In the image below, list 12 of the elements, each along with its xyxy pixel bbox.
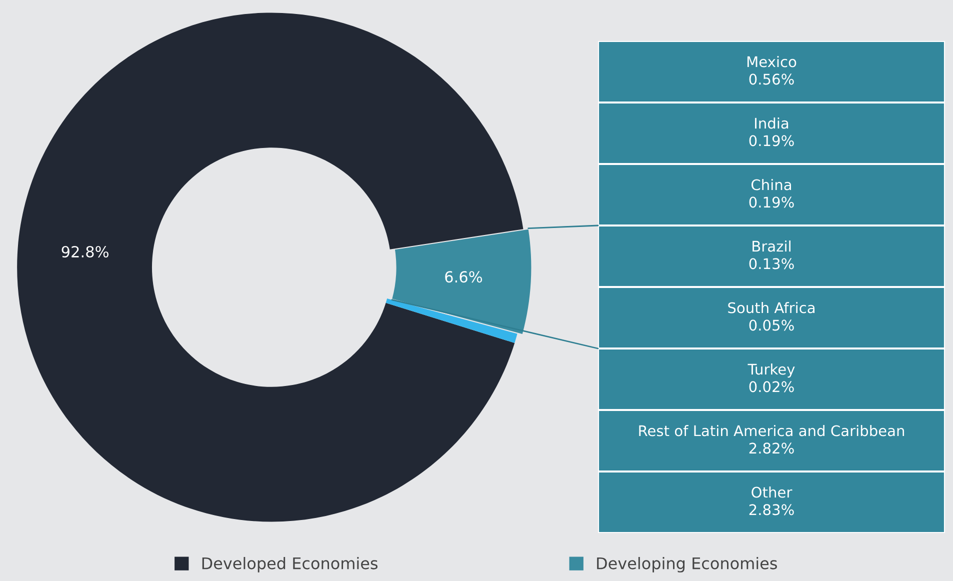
legend-label: Developed Economies	[202, 556, 378, 572]
text: Rest of Latin America and Caribbean 2.82%	[639, 424, 904, 454]
legend-label: Developing Economies	[597, 556, 777, 572]
text: Turkey 0.02%	[748, 363, 795, 392]
text: South Africa 0.05%	[728, 302, 814, 331]
text: Mexico 0.56%	[747, 56, 796, 85]
text: Other 2.83%	[749, 486, 794, 516]
text: India 0.19%	[749, 117, 794, 146]
data-label: 6.6%	[445, 271, 482, 283]
text: China 0.19%	[749, 178, 794, 208]
text: Brazil 0.13%	[749, 240, 794, 270]
data-label: 92.8%	[62, 246, 108, 258]
